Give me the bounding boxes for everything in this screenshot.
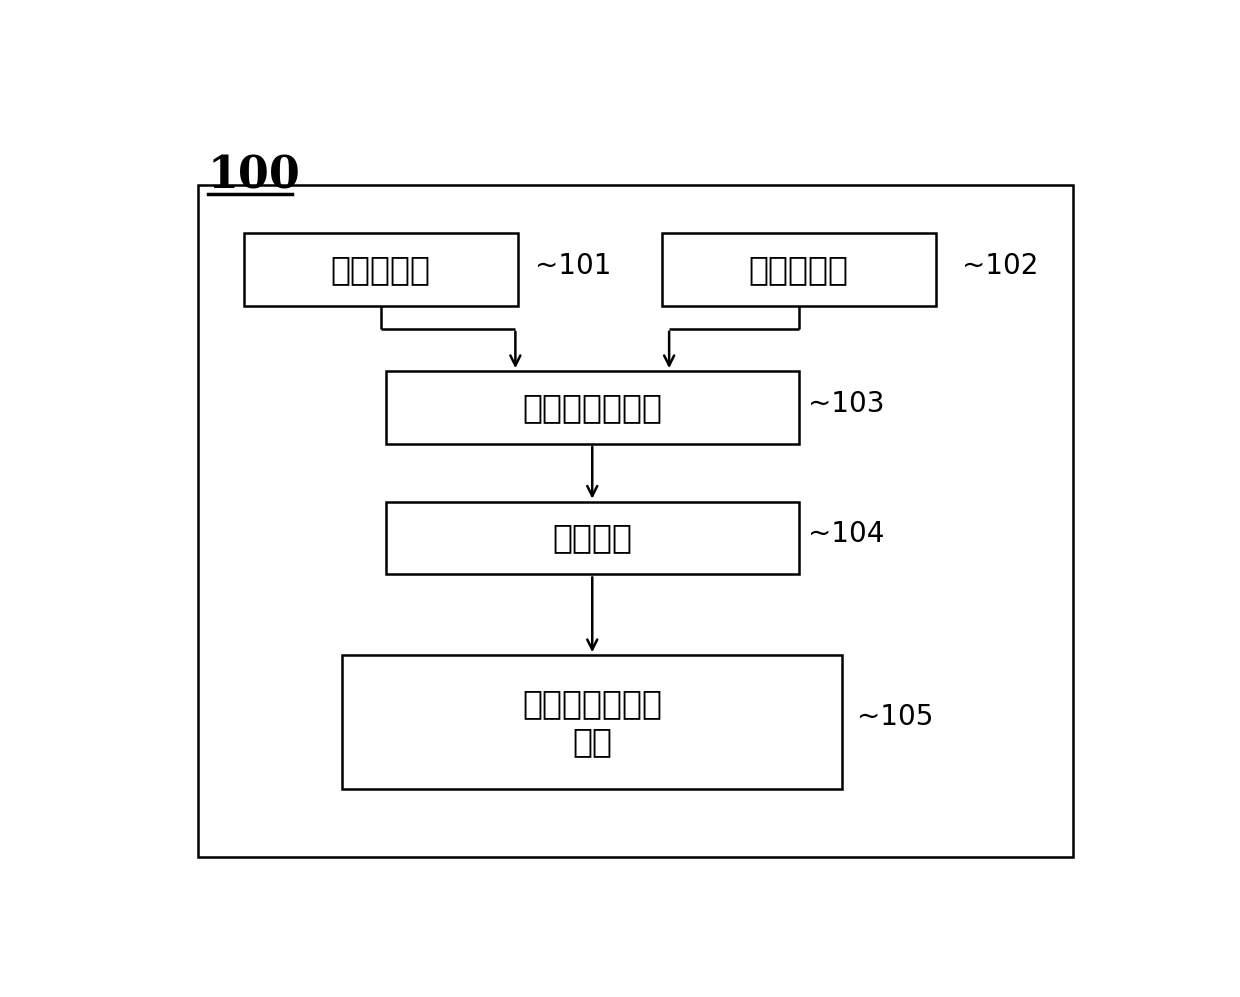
Text: 第一传感器: 第一传感器 xyxy=(331,253,430,286)
Bar xyxy=(342,655,842,790)
Text: ~101: ~101 xyxy=(534,251,611,279)
Text: 定位和地图构建
单元: 定位和地图构建 单元 xyxy=(522,687,662,758)
Text: 匹配单元: 匹配单元 xyxy=(552,521,632,554)
Text: ~105: ~105 xyxy=(857,703,932,731)
Text: ~104: ~104 xyxy=(808,520,885,548)
Text: ~103: ~103 xyxy=(808,390,885,418)
Bar xyxy=(244,233,518,306)
Bar xyxy=(386,371,799,444)
Bar xyxy=(198,184,1073,856)
Text: 特征点提取单元: 特征点提取单元 xyxy=(522,391,662,424)
Text: ~102: ~102 xyxy=(962,251,1039,279)
Bar xyxy=(662,233,936,306)
Text: 100: 100 xyxy=(208,155,301,197)
Text: 第二传感器: 第二传感器 xyxy=(749,253,849,286)
Bar xyxy=(386,501,799,574)
